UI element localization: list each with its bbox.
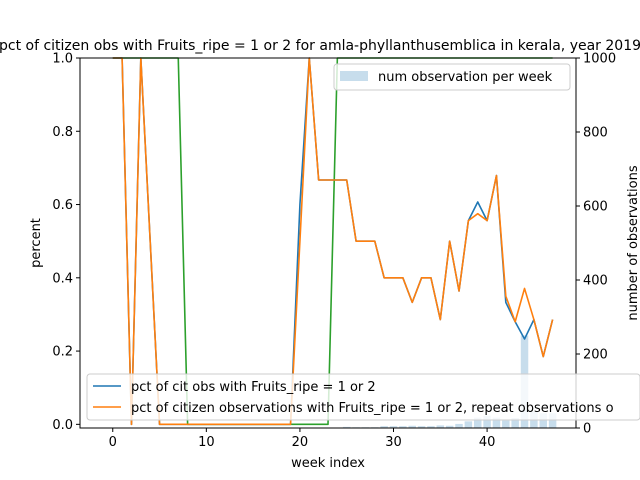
obs-bar (342, 426, 351, 428)
legend-swatch (340, 71, 368, 81)
x-tick-label: 0 (109, 435, 117, 450)
y-left-tick-label: 0.6 (52, 198, 73, 213)
obs-bar (445, 425, 454, 428)
obs-bar (380, 426, 388, 428)
y-left-tick-label: 1.0 (52, 52, 73, 67)
obs-bar (436, 425, 445, 428)
obs-bar (502, 420, 510, 428)
obs-bar (389, 426, 398, 428)
x-tick-label: 40 (479, 435, 496, 450)
obs-bar (417, 426, 426, 428)
obs-bar (539, 413, 547, 428)
plot-frame (79, 57, 577, 429)
obs-bar (483, 415, 491, 428)
obs-bar (511, 418, 519, 428)
y-right-tick-label: 1000 (583, 52, 616, 67)
x-axis: 0 10 20 30 40 (109, 428, 496, 450)
legend-label: pct of cit obs with Fruits_ripe = 1 or 2 (131, 380, 376, 395)
obs-bar (455, 423, 463, 428)
legend-box (86, 373, 640, 421)
y-right-tick-label: 400 (583, 274, 608, 289)
y-axis-right-label: number of observations (626, 165, 640, 320)
x-tick-label: 10 (198, 435, 215, 450)
legend-label: pct of citizen observations with Fruits_… (131, 401, 614, 416)
y-left-tick-label: 0.8 (52, 125, 73, 140)
y-axis-left: 0.0 0.2 0.4 0.6 0.8 1.0 (52, 52, 80, 433)
series-line (112, 57, 553, 426)
lines-layer (112, 57, 554, 426)
obs-bar (408, 425, 416, 428)
x-tick-label: 30 (385, 435, 402, 450)
x-axis-label: week index (291, 456, 365, 471)
chart-title: pct of citizen obs with Fruits_ripe = 1 … (0, 38, 640, 54)
y-right-tick-label: 600 (583, 200, 608, 215)
x-tick-label: 20 (292, 435, 309, 450)
y-right-tick-label: 200 (583, 348, 608, 363)
legend-lines: pct of cit obs with Fruits_ripe = 1 or 2… (86, 373, 640, 421)
obs-bar (473, 417, 482, 428)
obs-bar (464, 421, 473, 428)
y-axis-right: 0 200 400 600 800 1000 (576, 52, 616, 437)
y-axis-left-label: percent (29, 218, 44, 268)
legend-bars: num observation per week (333, 63, 571, 91)
obs-bar (548, 413, 557, 428)
obs-bar (492, 417, 501, 428)
legend-label: num observation per week (378, 70, 553, 85)
y-left-tick-label: 0.0 (52, 418, 73, 433)
obs-bar (399, 426, 407, 428)
y-right-tick-label: 0 (583, 422, 591, 437)
y-left-tick-label: 0.4 (52, 271, 73, 286)
y-right-tick-label: 800 (583, 126, 608, 141)
legend-box (333, 63, 571, 91)
series-line (112, 57, 554, 426)
obs-bar (427, 426, 435, 428)
y-left-tick-label: 0.2 (52, 345, 73, 360)
